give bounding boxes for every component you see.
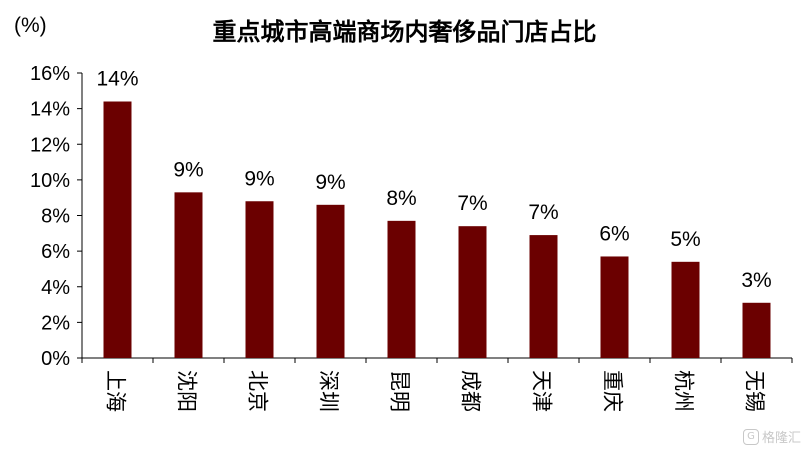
- data-label: 5%: [670, 228, 700, 251]
- x-category-label: 北京: [246, 370, 270, 412]
- bar: [671, 261, 700, 358]
- y-tick-label: 16%: [30, 63, 70, 85]
- x-category-label: 深圳: [317, 370, 341, 412]
- y-tick-label: 0%: [41, 348, 70, 370]
- x-category-label: 天津: [530, 370, 554, 412]
- bar: [742, 302, 771, 358]
- watermark-text: 格隆汇: [761, 431, 801, 446]
- watermark: G 格隆汇: [742, 427, 801, 446]
- data-label: 6%: [599, 222, 629, 245]
- x-category-label: 无锡: [743, 370, 767, 412]
- bar: [387, 220, 416, 358]
- y-tick-label: 10%: [30, 170, 70, 192]
- chart-title: 重点城市高端商场内奢侈品门店占比: [212, 18, 597, 46]
- y-tick-label: 8%: [41, 206, 70, 228]
- y-axis-unit-label: (%): [14, 14, 47, 37]
- bar: [458, 226, 487, 358]
- x-category-label: 沈阳: [175, 370, 199, 412]
- bar: [529, 235, 558, 358]
- data-label: 3%: [741, 269, 771, 292]
- x-category-label: 重庆: [601, 370, 625, 412]
- x-category-label: 上海: [104, 370, 128, 412]
- bar: [103, 101, 132, 358]
- bar: [600, 256, 629, 358]
- data-label: 9%: [244, 167, 274, 190]
- data-label: 9%: [315, 171, 345, 194]
- x-category-label: 昆明: [388, 370, 412, 412]
- y-tick-label: 12%: [30, 134, 70, 156]
- x-category-label: 杭州: [672, 370, 696, 412]
- bar: [174, 192, 203, 358]
- x-category-label: 成都: [459, 370, 483, 412]
- y-tick-label: 14%: [30, 99, 70, 121]
- gelonghui-logo-icon: G: [742, 428, 759, 445]
- y-tick-label: 4%: [41, 277, 70, 299]
- bar: [316, 204, 345, 358]
- y-tick-label: 2%: [41, 312, 70, 334]
- data-label: 14%: [96, 68, 138, 91]
- y-tick-label: 6%: [41, 241, 70, 263]
- data-label: 8%: [386, 187, 416, 210]
- data-label: 9%: [173, 158, 203, 181]
- bar: [245, 201, 274, 358]
- data-label: 7%: [457, 192, 487, 215]
- data-label: 7%: [528, 201, 558, 224]
